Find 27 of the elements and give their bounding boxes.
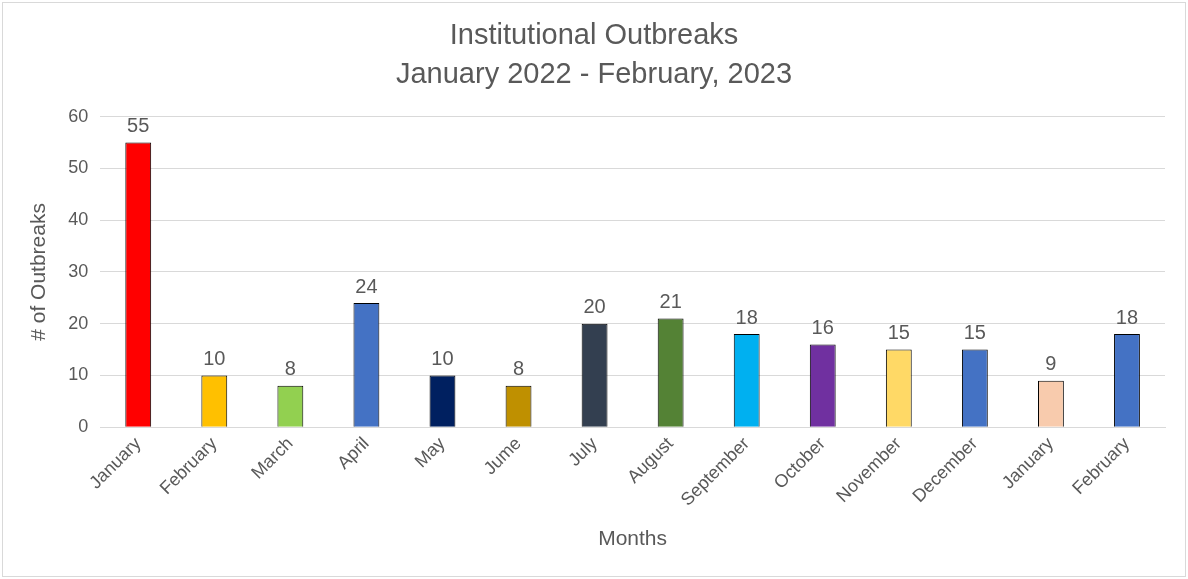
y-tick-label: 60 bbox=[68, 105, 89, 126]
data-label: 16 bbox=[811, 315, 834, 338]
y-axis-title: # of Outbreaks bbox=[26, 203, 50, 341]
data-label: 8 bbox=[512, 357, 525, 380]
data-label: 10 bbox=[431, 347, 454, 369]
chart-subtitle: January 2022 - February, 2023 bbox=[395, 57, 793, 90]
data-label: 15 bbox=[887, 321, 910, 344]
data-label: 8 bbox=[284, 357, 296, 380]
y-tick-label: 50 bbox=[68, 157, 89, 178]
data-label: 9 bbox=[1045, 352, 1057, 375]
data-label: 10 bbox=[203, 347, 226, 369]
y-tick-label: 30 bbox=[68, 260, 89, 281]
chart-title: Institutional Outbreaks bbox=[449, 18, 739, 51]
y-tick-label: 40 bbox=[68, 209, 89, 230]
data-label: 20 bbox=[583, 295, 606, 318]
data-label: 21 bbox=[659, 290, 682, 313]
y-tick-label: 10 bbox=[68, 364, 89, 385]
data-label: 18 bbox=[735, 305, 758, 328]
x-tick-label: July bbox=[564, 433, 601, 470]
x-axis-title: Months bbox=[598, 526, 668, 550]
x-tick-label: May bbox=[410, 433, 449, 472]
y-tick-label: 0 bbox=[78, 416, 89, 437]
data-label: 55 bbox=[127, 114, 150, 136]
data-label: 24 bbox=[355, 274, 378, 297]
y-tick-label: 20 bbox=[68, 312, 89, 333]
data-label: 18 bbox=[1115, 305, 1139, 328]
data-label: 15 bbox=[963, 321, 986, 344]
